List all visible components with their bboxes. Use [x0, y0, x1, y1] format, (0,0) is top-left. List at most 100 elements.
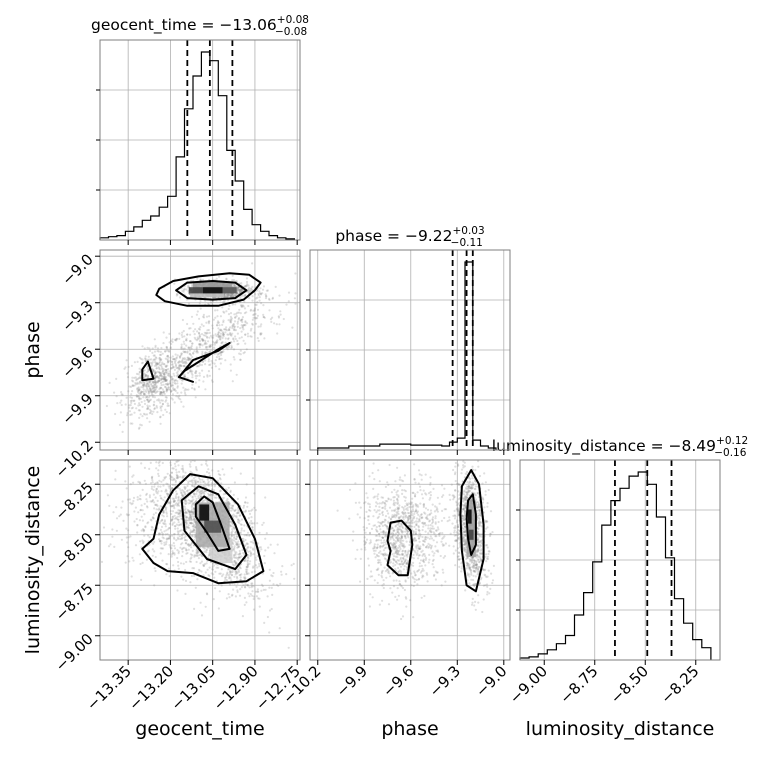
- scatter-point: [156, 370, 159, 373]
- scatter-point: [470, 487, 473, 490]
- scatter-point: [156, 399, 159, 402]
- scatter-point: [151, 412, 154, 416]
- scatter-point: [160, 480, 163, 483]
- scatter-point: [176, 370, 179, 373]
- scatter-point: [475, 550, 478, 553]
- scatter-point: [160, 490, 163, 493]
- scatter-point: [242, 576, 245, 579]
- scatter-point: [184, 521, 187, 524]
- scatter-point: [169, 490, 172, 493]
- scatter-point: [141, 384, 144, 387]
- scatter-point: [200, 560, 203, 563]
- scatter-point: [185, 511, 188, 515]
- scatter-point: [159, 391, 163, 394]
- scatter-point: [149, 461, 152, 464]
- scatter-point: [291, 326, 294, 329]
- scatter-point: [206, 374, 209, 377]
- scatter-point: [142, 392, 146, 395]
- scatter-point: [253, 506, 256, 509]
- scatter-point: [217, 321, 220, 324]
- scatter-point: [164, 357, 167, 360]
- scatter-point: [231, 294, 234, 297]
- scatter-point: [144, 375, 147, 378]
- scatter-point: [236, 546, 239, 549]
- scatter-point: [204, 484, 207, 488]
- scatter-point: [140, 381, 143, 384]
- scatter-point: [168, 535, 172, 538]
- scatter-point: [181, 361, 184, 365]
- scatter-point: [199, 495, 203, 498]
- scatter-point: [161, 370, 164, 373]
- scatter-point: [235, 556, 238, 559]
- scatter-point: [242, 352, 245, 355]
- scatter-point: [477, 522, 480, 525]
- scatter-point: [172, 467, 175, 470]
- scatter-point: [183, 287, 186, 291]
- scatter-point: [239, 353, 242, 356]
- scatter-point: [252, 553, 255, 556]
- scatter-point: [201, 360, 204, 364]
- scatter-point: [183, 474, 186, 477]
- scatter-point: [235, 585, 238, 588]
- scatter-point: [170, 544, 173, 547]
- scatter-point: [238, 552, 242, 555]
- scatter-point: [155, 367, 158, 370]
- scatter-point: [159, 505, 162, 508]
- scatter-point: [178, 470, 181, 473]
- scatter-point: [169, 457, 171, 459]
- scatter-point: [224, 359, 227, 362]
- scatter-point: [478, 541, 481, 544]
- scatter-point: [250, 516, 253, 519]
- x-tick-label: −13.05: [168, 662, 220, 714]
- scatter-point: [162, 456, 164, 458]
- scatter-point: [141, 386, 145, 389]
- scatter-point: [222, 496, 225, 499]
- scatter-point: [462, 535, 466, 538]
- scatter-point: [190, 530, 193, 534]
- scatter-point: [245, 311, 248, 314]
- scatter-point: [128, 498, 131, 501]
- scatter-point: [241, 325, 244, 328]
- scatter-point: [154, 376, 157, 379]
- scatter-point: [190, 480, 193, 483]
- scatter-point: [140, 529, 143, 532]
- scatter-point: [234, 316, 237, 319]
- scatter-point: [246, 283, 249, 286]
- scatter-point: [131, 556, 134, 559]
- scatter-point: [243, 529, 246, 532]
- scatter-point: [225, 293, 229, 296]
- scatter-point: [205, 592, 208, 595]
- scatter-point: [159, 386, 162, 389]
- scatter-point: [199, 478, 202, 481]
- scatter-point: [139, 508, 142, 511]
- scatter-point: [151, 516, 154, 519]
- scatter-point: [241, 326, 244, 329]
- scatter-point: [270, 574, 273, 577]
- scatter-point: [155, 363, 158, 366]
- scatter-point: [180, 346, 183, 349]
- scatter-point: [229, 489, 232, 492]
- scatter-point: [210, 482, 213, 485]
- scatter-point: [151, 475, 154, 478]
- scatter-point: [158, 371, 161, 375]
- scatter-point: [236, 535, 239, 539]
- scatter-point: [187, 284, 190, 287]
- scatter-point: [257, 325, 260, 328]
- scatter-point: [131, 390, 134, 393]
- scatter-point: [188, 357, 191, 360]
- scatter-point: [184, 511, 187, 514]
- scatter-point: [454, 539, 457, 543]
- scatter-point: [194, 479, 197, 482]
- scatter-point: [152, 499, 155, 502]
- scatter-point: [144, 389, 147, 392]
- scatter-point: [119, 401, 122, 404]
- scatter-point: [206, 478, 209, 481]
- scatter-point: [195, 349, 198, 353]
- scatter-point: [253, 522, 256, 525]
- scatter-point: [169, 390, 173, 393]
- scatter-point: [154, 344, 157, 347]
- scatter-point: [191, 500, 194, 503]
- scatter-point: [207, 468, 210, 471]
- scatter-point: [170, 367, 173, 370]
